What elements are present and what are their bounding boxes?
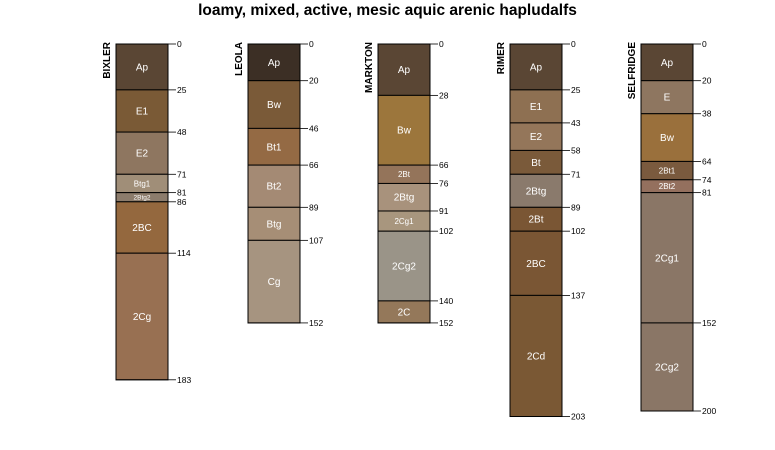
depth-label: 183 [177,375,191,385]
horizon-label: E1 [136,106,149,117]
horizon-label: Bw [397,126,412,137]
horizon-label: 2C [398,307,411,318]
depth-label: 66 [439,160,449,170]
horizon-label: 2Btg [526,186,547,197]
horizon-label: Ap [398,65,411,76]
depth-label: 71 [571,169,581,179]
horizon-label: Cg [268,277,281,288]
horizon-label: Bw [660,133,675,144]
depth-label: 81 [177,188,187,198]
horizon-label: 2Bt [398,170,411,179]
depth-label: 25 [177,85,187,95]
depth-label: 20 [702,76,712,86]
horizon-leola-5 [247,239,301,324]
depth-label: 89 [309,202,319,212]
depth-label: 200 [702,406,716,416]
depth-label: 107 [309,235,323,245]
horizon-label: E1 [530,102,543,113]
horizon-label: 2Cg1 [394,217,414,226]
horizon-rimer-0 [509,43,563,91]
depth-label: 91 [439,206,449,216]
depth-label: 58 [571,145,581,155]
horizon-label: Bw [267,100,282,111]
horizon-label: 2Bt [528,215,543,226]
horizon-label: Bt [531,158,541,169]
horizon-label: Bt1 [266,142,281,153]
horizon-label: Ap [268,58,281,69]
depth-label: 25 [571,85,581,95]
depth-label: 28 [439,90,449,100]
profile-name-markton: MARKTON [364,42,375,93]
depth-label: 0 [309,39,314,49]
horizon-label: Bt2 [266,182,281,193]
horizon-label: E2 [136,149,149,160]
horizon-label: 2Cg1 [655,253,679,264]
depth-label: 152 [439,318,453,328]
profile-name-rimer: RIMER [496,41,507,74]
depth-label: 114 [177,248,191,258]
depth-label: 20 [309,76,319,86]
depth-label: 38 [702,109,712,119]
horizon-label: 2Cg [133,312,151,323]
horizon-markton-5 [377,230,431,302]
horizon-label: 2Cd [527,351,545,362]
horizon-leola-3 [247,164,301,208]
horizon-label: Ap [136,62,149,73]
chart-title: loamy, mixed, active, mesic aquic arenic… [198,2,577,19]
horizon-markton-0 [377,43,431,96]
depth-label: 140 [439,296,453,306]
depth-label: 102 [571,226,585,236]
horizon-markton-1 [377,94,431,166]
depth-label: 71 [177,169,187,179]
depth-label: 152 [309,318,323,328]
depth-label: 46 [309,123,319,133]
depth-label: 203 [571,412,585,422]
depth-label: 0 [439,39,444,49]
depth-label: 64 [702,156,712,166]
depth-label: 89 [571,202,581,212]
horizon-selfridge-5 [640,192,694,324]
depth-label: 102 [439,226,453,236]
horizon-label: 2Bt1 [659,166,676,175]
horizon-selfridge-2 [640,113,694,162]
horizon-bixler-6 [115,252,169,381]
profile-name-selfridge: SELFRIDGE [627,42,638,100]
horizon-label: Btg [266,219,281,230]
horizon-label: Ap [661,58,674,69]
depth-label: 74 [702,175,712,185]
horizon-label: E [664,93,671,104]
horizon-label: 2Cg2 [655,362,679,373]
depth-label: 48 [177,127,187,137]
horizon-leola-0 [247,43,301,82]
depth-label: 0 [702,39,707,49]
depth-label: 86 [177,197,187,207]
depth-label: 0 [571,39,576,49]
horizon-label: 2Btg2 [134,194,151,201]
depth-label: 76 [439,178,449,188]
horizon-rimer-6 [509,230,563,296]
horizon-selfridge-6 [640,322,694,412]
depth-label: 137 [571,290,585,300]
depth-label: 66 [309,160,319,170]
horizon-label: E2 [530,132,543,143]
profile-name-leola: LEOLA [234,42,245,76]
horizon-label: Btg1 [134,179,151,188]
horizon-label: 2Bt2 [659,182,676,191]
depth-label: 0 [177,39,182,49]
horizon-rimer-7 [509,294,563,418]
depth-label: 81 [702,188,712,198]
horizon-leola-1 [247,80,301,129]
depth-label: 152 [702,318,716,328]
horizon-label: 2Btg [394,193,415,204]
horizon-label: 2BC [132,223,151,234]
horizon-label: 2BC [526,259,545,270]
horizon-label: Ap [530,62,543,73]
horizon-rimer-4 [509,173,563,208]
depth-label: 43 [571,118,581,128]
horizon-label: 2Cg2 [392,262,416,273]
profile-name-bixler: BIXLER [102,41,113,78]
